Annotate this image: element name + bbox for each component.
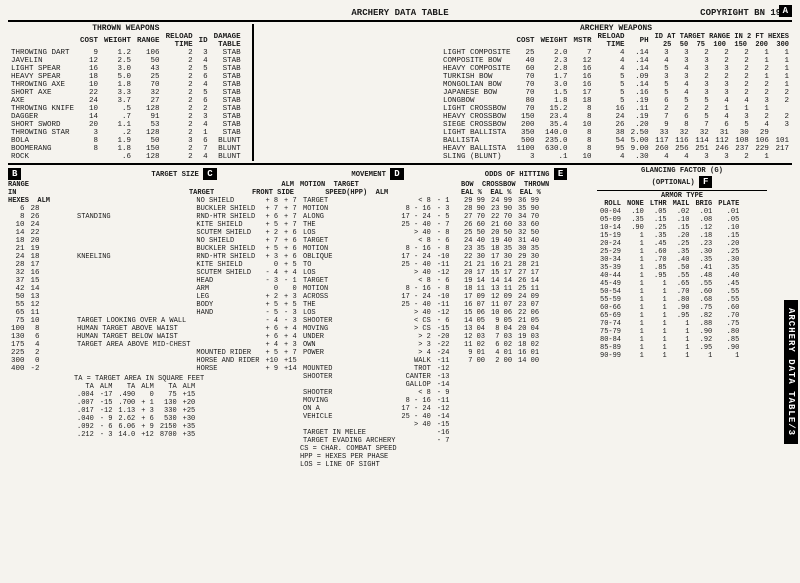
panel-f: F	[699, 176, 712, 188]
thrown-table: COSTWEIGHTRANGERELOADTIMEIDDAMAGETABLETH…	[8, 33, 244, 161]
odds-table: 29 9924 9936 9928 9023 9035 9027 7022 70…	[461, 197, 542, 365]
ta-table: TAALMTAALMTAALM.004-17.490075+15.007-15.…	[74, 383, 198, 439]
range-table: 6288261024142218202119241828173216371542…	[8, 205, 43, 373]
panel-e: E	[554, 168, 567, 180]
ta-footer: TA = TARGET AREA IN SQUARE FEET	[74, 375, 294, 383]
glancing-table: ROLLNONELTHRMAILBRIGPLATE00-04.10.05.02.…	[597, 200, 742, 360]
thrown-title: THROWN WEAPONS	[8, 24, 244, 33]
archery-title: ARCHERY WEAPONS	[440, 24, 792, 33]
side-tab: ARCHERY DATA TABLE/3	[784, 300, 798, 444]
page-title: ARCHERY DATA TABLE	[351, 8, 448, 18]
movement-table: TARGET< 8- 1MOTION8 - 16- 3ALONG17 - 24-…	[300, 197, 452, 445]
panel-c: C	[203, 168, 216, 180]
panel-b: B	[8, 168, 21, 180]
archery-table: COSTWEIGHTMSTRRELOADTIMEPHID AT TARGET R…	[440, 33, 792, 161]
panel-a: A	[779, 5, 792, 17]
target-size-table: NO SHIELD+ 8+ 7BUCKLER SHIELD+ 7+ 7STAND…	[74, 197, 300, 373]
movement-footer: CS = CHAR. COMBAT SPEEDHPP = HEXES PER P…	[300, 445, 455, 469]
panel-d: D	[390, 168, 403, 180]
